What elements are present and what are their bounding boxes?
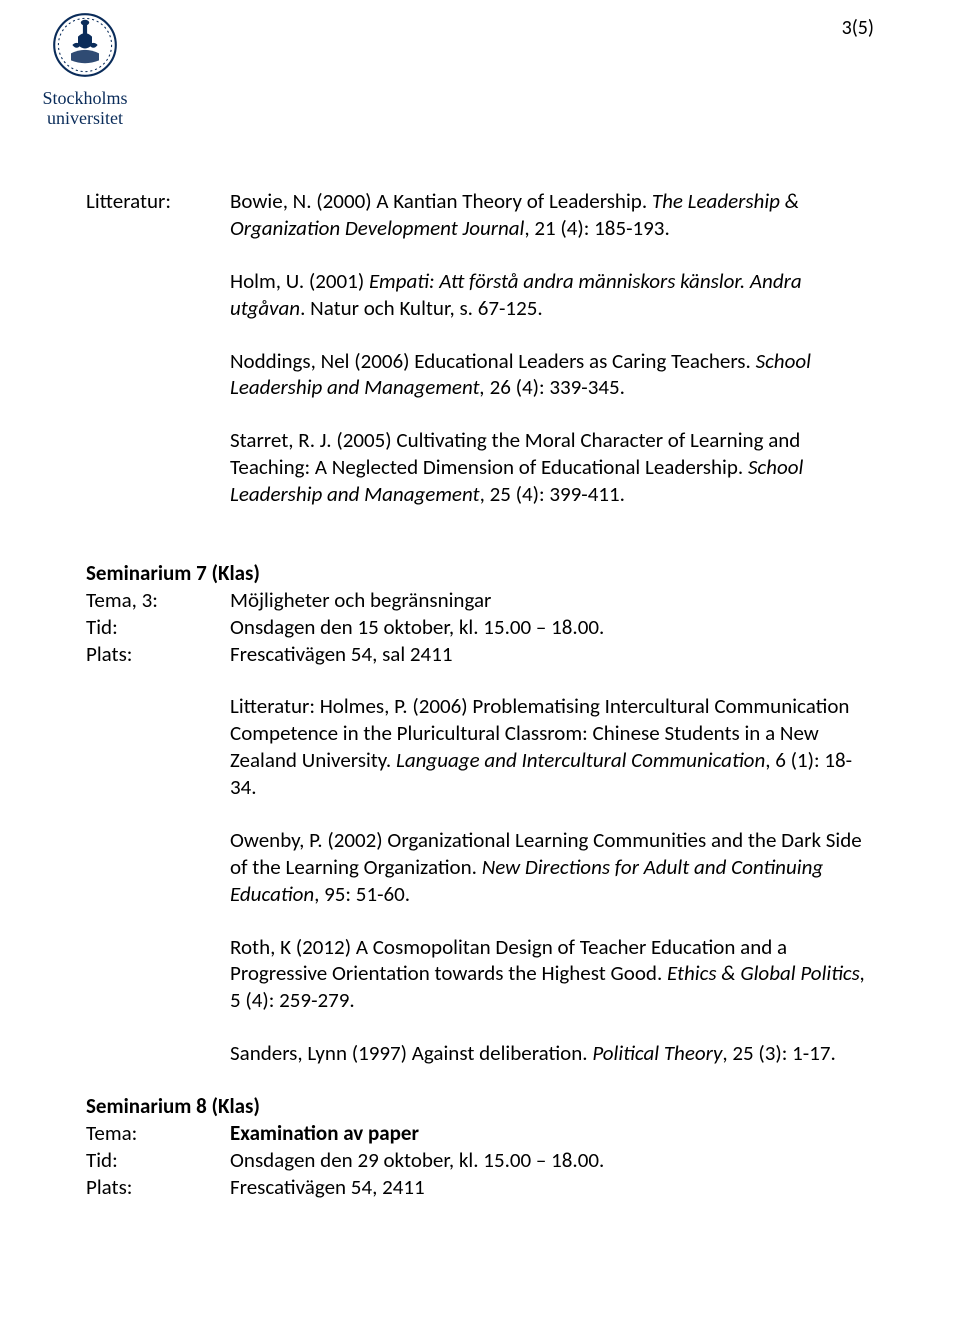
tema-value: Möjligheter och begränsningar [230, 587, 874, 614]
reference-item: Roth, K (2012) A Cosmopolitan Design of … [230, 934, 874, 1015]
reference-item: Starret, R. J. (2005) Cultivating the Mo… [230, 427, 874, 508]
seminar-7-title: Seminarium 7 (Klas) [86, 560, 874, 587]
reference-item: Holm, U. (2001) Empati: Att förstå andra… [230, 268, 874, 322]
litteratur-label: Litteratur: [86, 188, 230, 508]
seminar-8-title: Seminarium 8 (Klas) [86, 1093, 874, 1120]
plats-value: Frescativägen 54, 2411 [230, 1174, 874, 1201]
logo-text-line2: universitet [20, 109, 150, 129]
plats-label: Plats: [86, 1174, 230, 1201]
reference-item: Owenby, P. (2002) Organizational Learnin… [230, 827, 874, 908]
reference-item: Sanders, Lynn (1997) Against deliberatio… [230, 1040, 874, 1067]
page-content: Litteratur: Bowie, N. (2000) A Kantian T… [86, 188, 874, 1201]
logo-text-line1: Stockholms [20, 89, 150, 109]
tid-value: Onsdagen den 15 oktober, kl. 15.00 – 18.… [230, 614, 874, 641]
reference-item: Litteratur: Holmes, P. (2006) Problemati… [230, 693, 874, 801]
tid-value: Onsdagen den 29 oktober, kl. 15.00 – 18.… [230, 1147, 874, 1174]
tema-value: Examination av paper [230, 1120, 874, 1147]
plats-label: Plats: [86, 641, 230, 668]
tid-label: Tid: [86, 1147, 230, 1174]
reference-item: Bowie, N. (2000) A Kantian Theory of Lea… [230, 188, 874, 242]
reference-item: Noddings, Nel (2006) Educational Leaders… [230, 348, 874, 402]
tema-label: Tema, 3: [86, 587, 230, 614]
tid-label: Tid: [86, 614, 230, 641]
plats-value: Frescativägen 54, sal 2411 [230, 641, 874, 668]
university-logo: Stockholms universitet [20, 10, 150, 128]
tema-label: Tema: [86, 1120, 230, 1147]
page-number: 3(5) [842, 16, 874, 42]
emblem-icon [50, 10, 120, 80]
